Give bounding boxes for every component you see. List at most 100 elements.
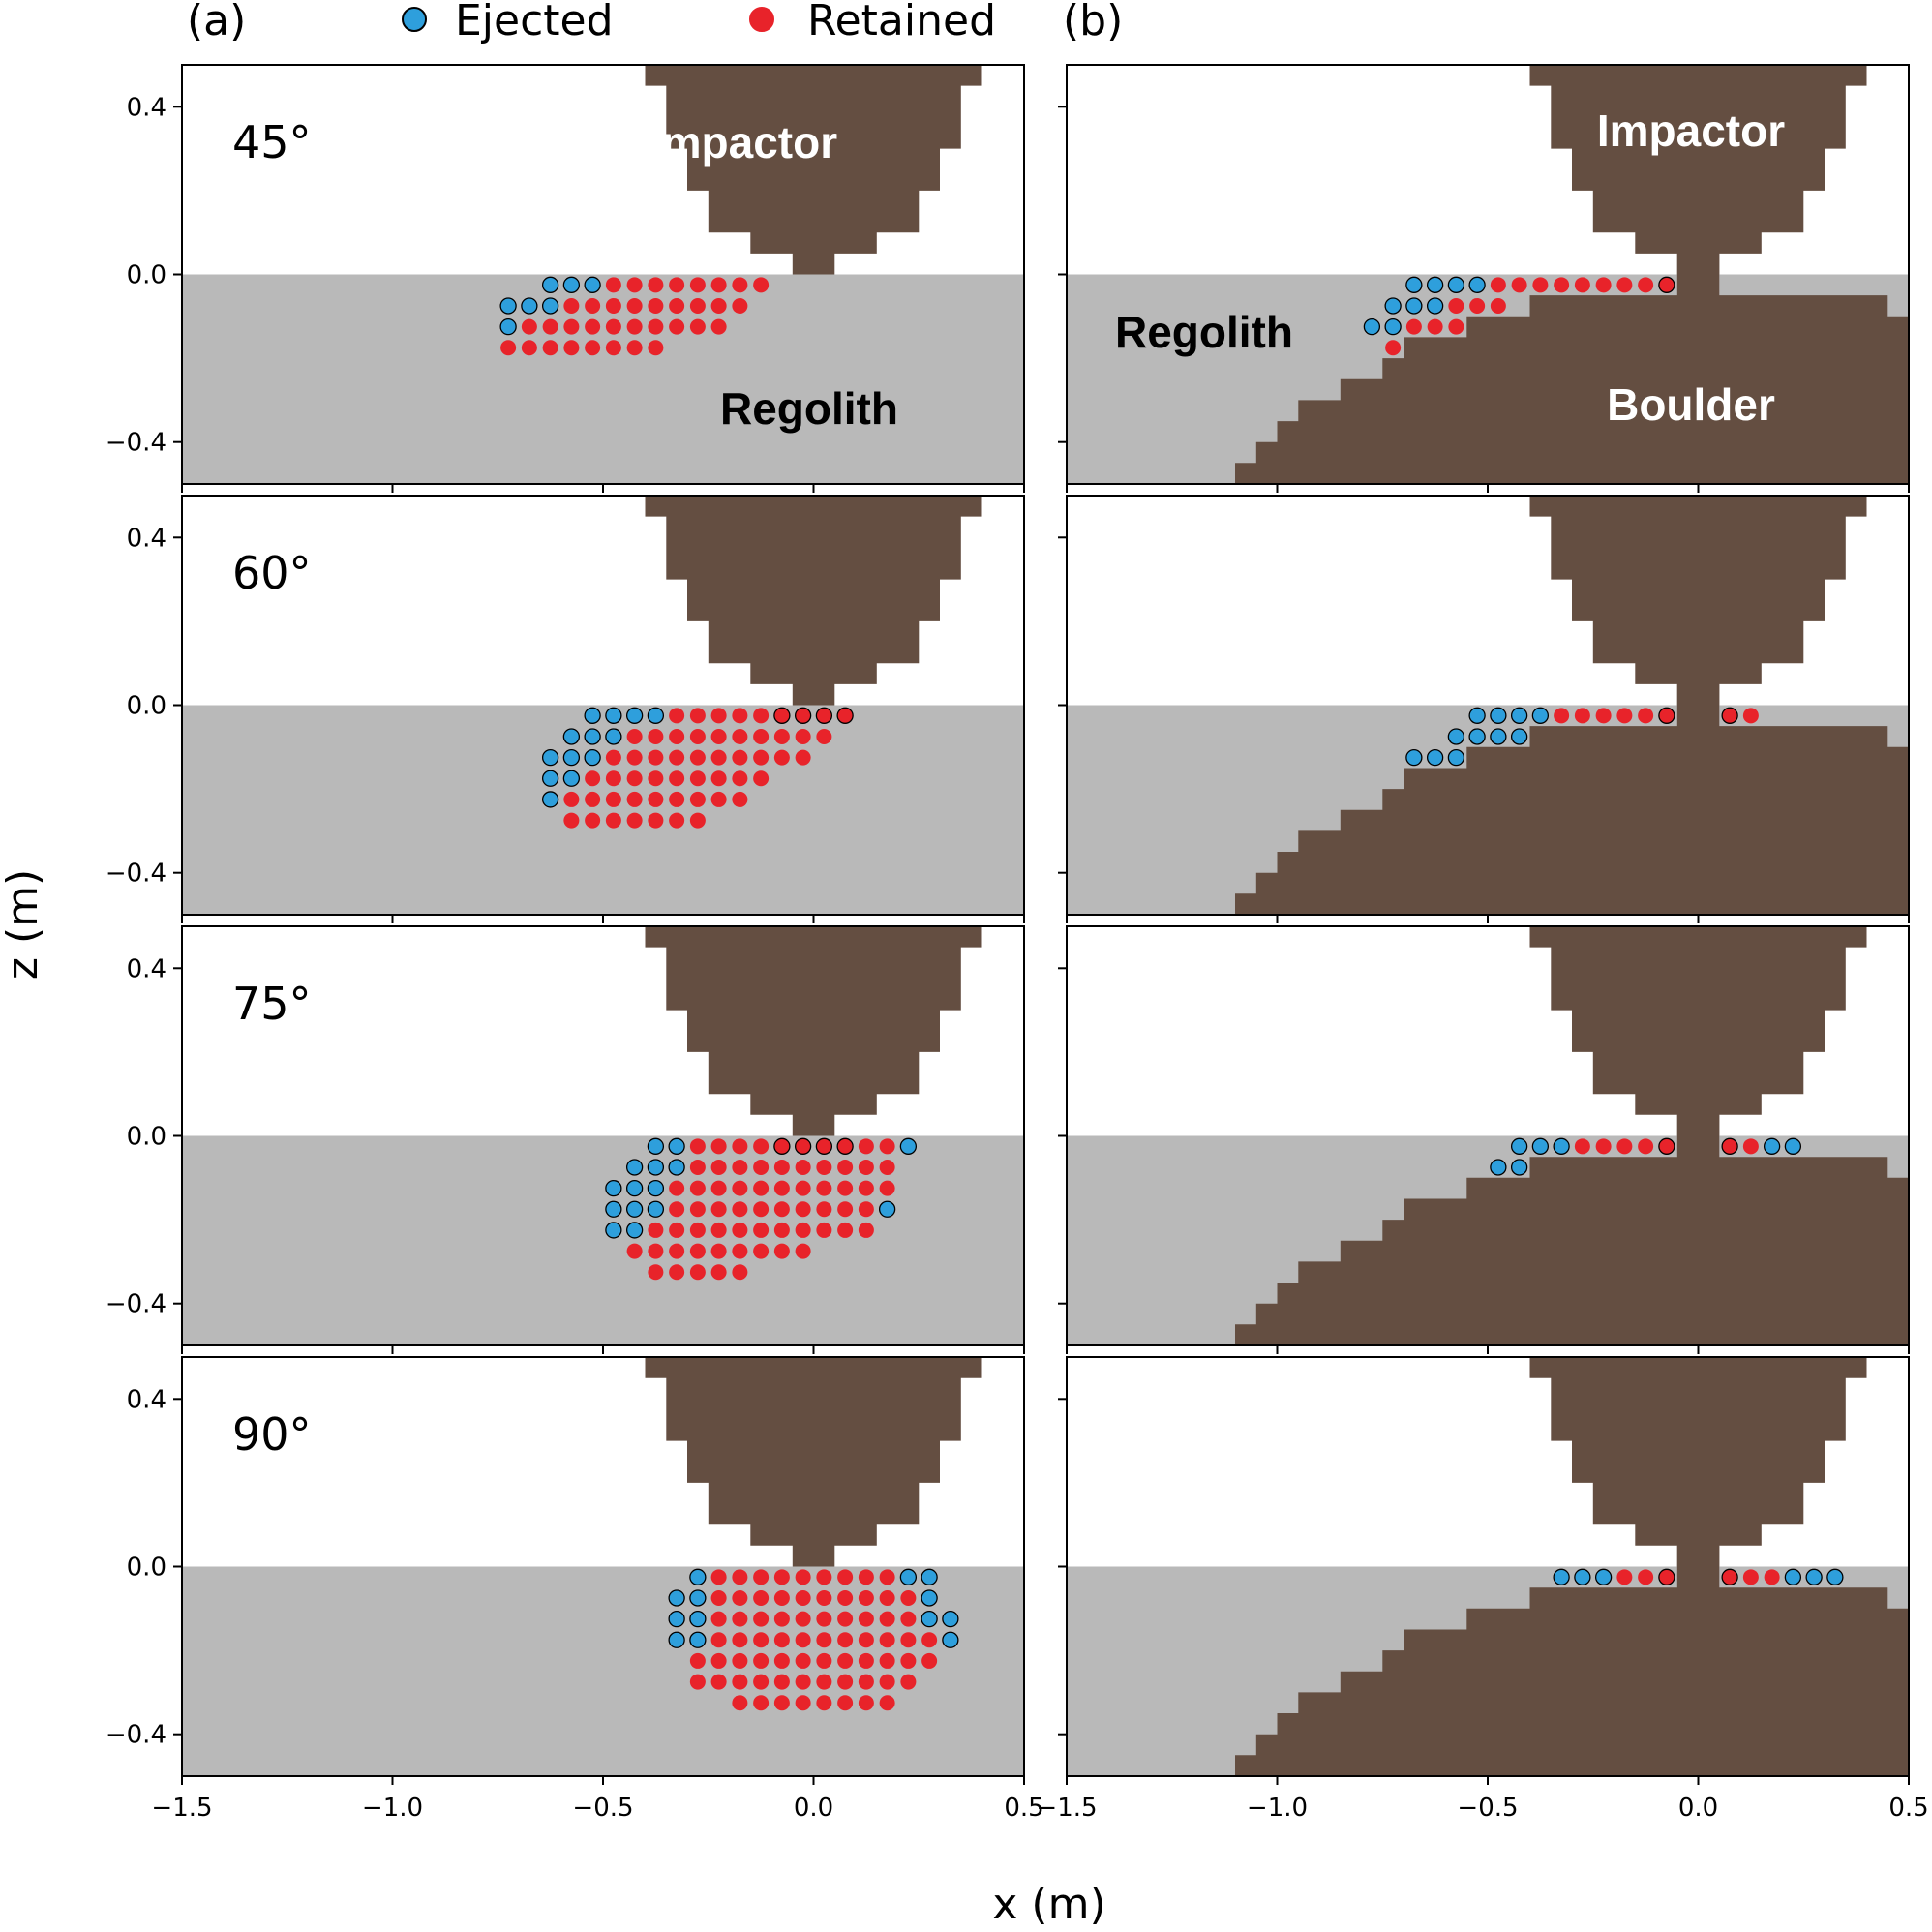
angle-label: 45°: [232, 116, 312, 168]
retained-particle: [1532, 277, 1549, 293]
retained-particle: [795, 1569, 811, 1585]
legend-label-retained: Retained: [807, 0, 996, 45]
ejected-particle: [1405, 748, 1423, 767]
retained-particle: [837, 1569, 854, 1585]
retained-particle: [732, 1222, 748, 1238]
retained-particle: [753, 1652, 770, 1669]
ejected-particle: [605, 728, 622, 745]
boulder-shape: [1235, 253, 1909, 484]
retained-particle: [816, 1674, 832, 1690]
boulder-shape: [1235, 683, 1909, 915]
retained-particle: [626, 318, 643, 335]
retained-particle: [669, 277, 685, 293]
retained-particle: [605, 318, 621, 335]
ejected-particle: [1510, 728, 1528, 745]
retained-particle: [773, 728, 790, 744]
ejected-particle: [647, 1200, 665, 1218]
retained-particle: [669, 770, 685, 787]
retained-particle: [732, 1138, 748, 1155]
angle-label: 75°: [232, 978, 312, 1030]
ejected-particle: [899, 1137, 918, 1155]
retained-particle: [648, 277, 664, 293]
retained-particle: [669, 708, 685, 724]
retained-particle: [773, 1632, 790, 1648]
regolith-region: [182, 1135, 1024, 1345]
ejected-particle: [647, 707, 665, 724]
ejected-particle: [562, 770, 581, 787]
ejected-particle: [1784, 1137, 1802, 1155]
retained-particle: [732, 1264, 748, 1281]
ejected-particle: [942, 1631, 959, 1648]
retained-particle: [710, 708, 727, 724]
ejected-particle: [625, 1159, 644, 1176]
legend-marker-ejected: [402, 7, 427, 32]
retained-particle: [669, 749, 685, 766]
retained-particle: [710, 728, 727, 744]
retained-particle: [837, 1652, 854, 1669]
y-tick-label: −0.4: [106, 429, 166, 458]
retained-particle: [795, 1159, 811, 1175]
retained-particle: [732, 1589, 748, 1606]
retained-particle: [689, 1201, 706, 1218]
retained-particle: [563, 791, 580, 807]
retained-particle: [1595, 277, 1612, 293]
retained-particle: [1658, 1568, 1675, 1585]
retained-particle: [669, 812, 685, 829]
ejected-particle: [584, 748, 601, 767]
retained-particle: [921, 1652, 938, 1669]
retained-particle: [1638, 277, 1654, 293]
plot-area-a-2: [182, 926, 1024, 1345]
y-tick-label: −0.4: [106, 860, 166, 889]
retained-particle: [732, 1611, 748, 1627]
ejected-particle: [1363, 317, 1381, 336]
retained-particle: [753, 1674, 770, 1690]
retained-particle: [879, 1632, 895, 1648]
retained-particle: [816, 1652, 832, 1669]
ejected-particle: [1468, 707, 1486, 724]
retained-particle: [710, 1589, 727, 1606]
retained-particle: [669, 297, 685, 314]
y-tick-label: 0.4: [127, 954, 166, 983]
retained-particle: [816, 1159, 832, 1175]
retained-particle: [732, 1652, 748, 1669]
retained-particle: [1448, 318, 1464, 335]
ejected-particle: [1510, 1159, 1528, 1176]
retained-particle: [648, 791, 664, 807]
retained-particle: [521, 340, 537, 356]
retained-particle: [1511, 277, 1527, 293]
retained-particle: [689, 277, 706, 293]
retained-particle: [710, 277, 727, 293]
retained-particle: [1574, 1138, 1590, 1155]
retained-particle: [710, 1264, 727, 1281]
retained-particle: [689, 1138, 706, 1155]
retained-particle: [648, 1222, 664, 1238]
retained-particle: [648, 749, 664, 766]
impactor-shape: [1529, 65, 1867, 275]
y-tick-label: 0.0: [127, 692, 166, 721]
retained-particle: [689, 791, 706, 807]
retained-particle: [626, 791, 643, 807]
retained-particle: [753, 770, 770, 787]
retained-particle: [879, 1159, 895, 1175]
ejected-particle: [584, 728, 601, 745]
retained-particle: [1764, 1569, 1780, 1585]
ejected-particle: [1805, 1568, 1823, 1585]
region-label-boulder: Boulder: [1607, 379, 1775, 430]
retained-particle: [753, 749, 770, 766]
retained-particle: [542, 340, 558, 356]
retained-particle: [1490, 297, 1506, 314]
ejected-particle: [1384, 297, 1402, 315]
retained-particle: [773, 1674, 790, 1690]
retained-particle: [879, 1569, 895, 1585]
ejected-particle: [605, 707, 622, 724]
regolith-region: [182, 274, 1024, 484]
ejected-particle: [921, 1589, 938, 1607]
retained-particle: [710, 1569, 727, 1585]
retained-particle: [1616, 1138, 1633, 1155]
retained-particle: [710, 1243, 727, 1259]
retained-particle: [1595, 1138, 1612, 1155]
retained-particle: [669, 1264, 685, 1281]
retained-particle: [605, 812, 621, 829]
panel-b-1: [1058, 495, 1910, 923]
ejected-particle: [668, 1137, 685, 1155]
